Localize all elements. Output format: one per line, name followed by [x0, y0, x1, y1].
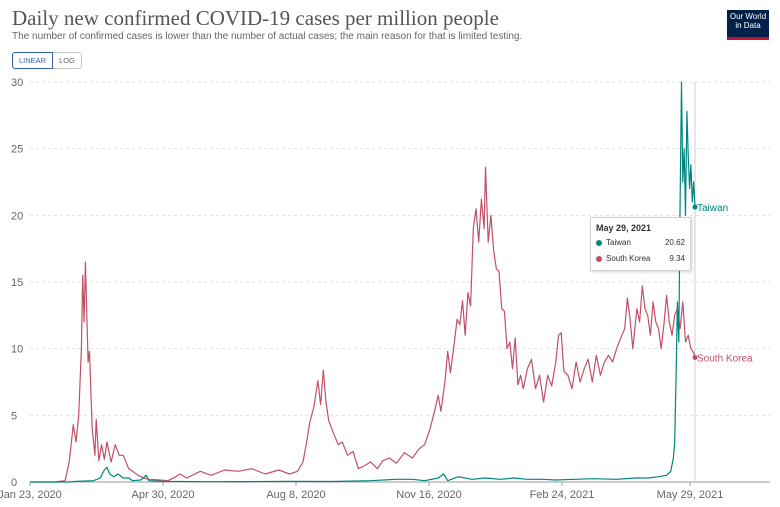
series-end-labels: South Korea Taiwan: [697, 203, 753, 364]
x-tick-label: Nov 16, 2020: [396, 489, 461, 501]
y-tick-label: 15: [11, 277, 23, 289]
x-tick-label: Feb 24, 2021: [530, 489, 595, 501]
y-tick-label: 0: [11, 477, 17, 489]
y-tick-label: 5: [11, 410, 17, 422]
tooltip-series-name: Taiwan: [606, 238, 631, 247]
chart-title: Daily new confirmed COVID-19 cases per m…: [12, 6, 499, 30]
taiwan-dot-icon: [596, 240, 602, 246]
x-axis-ticks: Jan 23, 2020 Apr 30, 2020 Aug 8, 2020 Nov 1…: [0, 482, 723, 501]
grid-lines: [30, 81, 770, 483]
linear-scale-button[interactable]: LINEAR: [12, 52, 54, 69]
hover-tooltip: May 29, 2021 Taiwan 20.62 South Korea 9.…: [590, 217, 691, 271]
x-tick-label: Apr 30, 2020: [132, 489, 195, 501]
series-lines[interactable]: [30, 81, 698, 483]
owid-logo[interactable]: Our World in Data: [727, 10, 769, 40]
tooltip-series-name: South Korea: [606, 254, 651, 263]
log-scale-button[interactable]: LOG: [53, 52, 82, 69]
chart-subtitle: The number of confirmed cases is lower t…: [12, 31, 523, 42]
y-tick-label: 25: [11, 144, 23, 156]
tooltip-series-value: 9.34: [669, 254, 685, 263]
tooltip-date: May 29, 2021: [596, 223, 652, 233]
y-tick-label: 30: [11, 77, 23, 89]
logo-line-2: in Data: [735, 21, 761, 30]
logo-line-1: Our World: [729, 12, 767, 21]
series-end-label: Taiwan: [697, 203, 728, 214]
tooltip-row-taiwan: Taiwan 20.62: [596, 238, 685, 250]
scale-toggle: LINEAR LOG: [12, 52, 82, 69]
y-tick-label: 20: [11, 210, 23, 222]
tooltip-series-value: 20.62: [664, 238, 685, 247]
y-tick-label: 10: [11, 344, 23, 356]
series-line-taiwan: [30, 81, 696, 483]
series-line-south-korea: [30, 166, 696, 483]
south-korea-dot-icon: [596, 256, 602, 262]
series-end-point: [692, 354, 698, 360]
tooltip-row-south-korea: South Korea 9.34: [596, 254, 685, 266]
series-end-point: [692, 204, 698, 210]
x-tick-label: Aug 8, 2020: [266, 489, 325, 501]
x-tick-label: Jan 23, 2020: [0, 489, 62, 501]
series-end-label: South Korea: [697, 353, 753, 364]
y-axis-ticks: 0 5 10 15 20 25 30: [11, 77, 23, 489]
x-tick-label: May 29, 2021: [657, 489, 724, 501]
